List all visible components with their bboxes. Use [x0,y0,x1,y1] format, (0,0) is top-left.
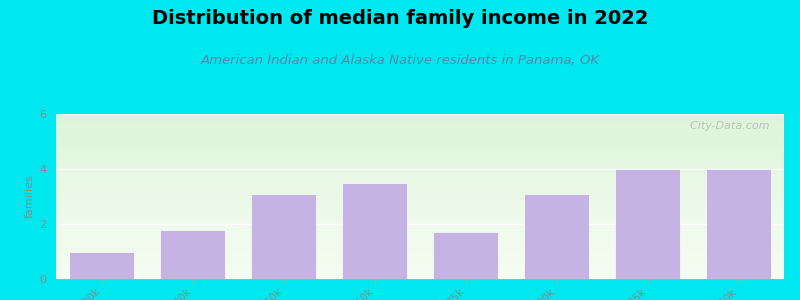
Bar [706,169,771,279]
Bar [524,194,590,279]
Bar [614,169,680,279]
Text: City-Data.com: City-Data.com [683,121,770,130]
Bar [160,230,226,279]
Bar [250,194,316,279]
Bar [69,251,134,279]
Text: Distribution of median family income in 2022: Distribution of median family income in … [152,9,648,28]
Bar [342,183,407,279]
Y-axis label: families: families [25,175,35,218]
Bar [433,232,498,279]
Text: American Indian and Alaska Native residents in Panama, OK: American Indian and Alaska Native reside… [201,54,599,67]
